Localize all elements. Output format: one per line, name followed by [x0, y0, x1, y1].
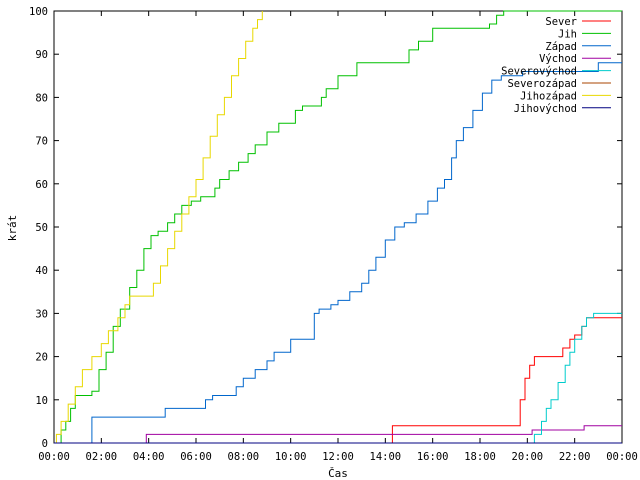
- x-axis-title: Čas: [328, 467, 348, 480]
- series-line-3: [54, 425, 622, 444]
- legend-label: Severozápad: [507, 78, 577, 90]
- x-tick-label: 14:00: [370, 451, 402, 463]
- legend-label: Jihozápad: [520, 90, 577, 102]
- y-tick-label: 70: [35, 136, 48, 148]
- y-tick-label: 0: [42, 438, 48, 450]
- x-tick-label: 00:00: [38, 451, 70, 463]
- x-tick-label: 00:00: [606, 451, 638, 463]
- x-tick-label: 04:00: [133, 451, 165, 463]
- plot-area: 0 10 20 30 40 50 60 70 80 90 100 00:00 02:00 04:00 06:…: [29, 6, 638, 463]
- y-tick-label: 40: [35, 265, 48, 277]
- legend-label: Jihovýchod: [514, 103, 577, 115]
- x-tick-label: 12:00: [322, 451, 354, 463]
- legend-label: Východ: [539, 53, 577, 65]
- x-tick-label: 02:00: [86, 451, 118, 463]
- series-line-6: [54, 11, 263, 444]
- legend-label: Sever: [545, 16, 577, 28]
- x-tick-label: 20:00: [512, 451, 544, 463]
- y-tick-label: 10: [35, 395, 48, 407]
- legend-label: Severovýchod: [501, 66, 577, 78]
- x-tick-label: 06:00: [180, 451, 212, 463]
- series-line-4: [54, 312, 622, 444]
- series-line-1: [54, 10, 622, 444]
- x-tick-label: 10:00: [275, 451, 307, 463]
- x-tick-label: 08:00: [228, 451, 260, 463]
- y-tick-label: 50: [35, 222, 48, 234]
- x-tick-label: 22:00: [559, 451, 591, 463]
- y-tick-label: 80: [35, 92, 48, 104]
- series-line-2: [54, 62, 622, 444]
- legend-label: Západ: [545, 41, 577, 53]
- x-tick-label: 18:00: [464, 451, 496, 463]
- y-tick-label: 100: [29, 6, 48, 18]
- x-tick-label: 16:00: [417, 451, 449, 463]
- series-line-0: [54, 317, 622, 444]
- y-axis-title: krát: [6, 215, 19, 242]
- y-tick-label: 60: [35, 179, 48, 191]
- legend-label: Jih: [558, 28, 577, 40]
- y-tick-label: 30: [35, 308, 48, 320]
- y-tick-label: 20: [35, 352, 48, 364]
- y-tick-label: 90: [35, 49, 48, 61]
